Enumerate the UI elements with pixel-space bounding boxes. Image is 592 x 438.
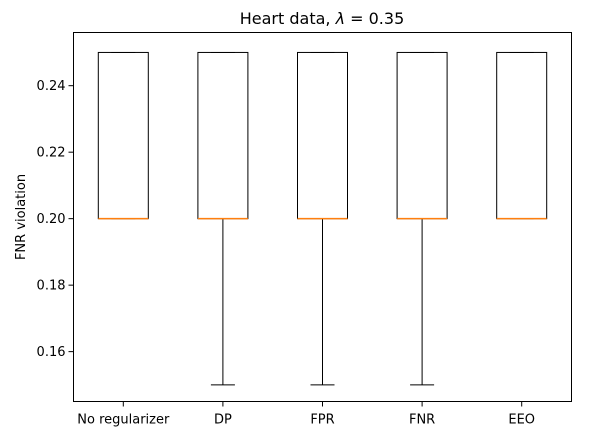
x-tick-label: FNR [409, 413, 435, 428]
box-no-regularizer: No regularizer [77, 51, 170, 428]
box-iqr [396, 51, 448, 220]
box-iqr [97, 51, 149, 220]
y-tick-label: 0.22 [37, 146, 66, 161]
box-iqr [297, 51, 348, 220]
x-tick-label: No regularizer [77, 413, 170, 428]
y-tick-label: 0.24 [37, 79, 66, 94]
chart-title: Heart data, λ = 0.35 [240, 9, 405, 28]
x-tick-label: DP [214, 413, 232, 428]
box-eeo: EEO [496, 51, 548, 428]
y-axis-label: FNR violation [14, 174, 29, 260]
box-fnr: FNR [396, 51, 448, 428]
plot-frame [73, 32, 572, 402]
plot-area: 0.16 0.18 0.20 0.22 0.24 No regularizer DP FPR F… [37, 51, 548, 428]
x-tick-label: FPR [310, 413, 334, 428]
x-tick-label: EEO [508, 413, 535, 428]
box-fpr: FPR [297, 51, 348, 428]
box-dp: DP [197, 51, 249, 428]
y-tick-label: 0.18 [37, 279, 66, 294]
y-tick-label: 0.16 [37, 345, 66, 360]
box-iqr [197, 51, 249, 220]
y-tick-label: 0.20 [37, 212, 66, 227]
box-iqr [496, 51, 548, 220]
